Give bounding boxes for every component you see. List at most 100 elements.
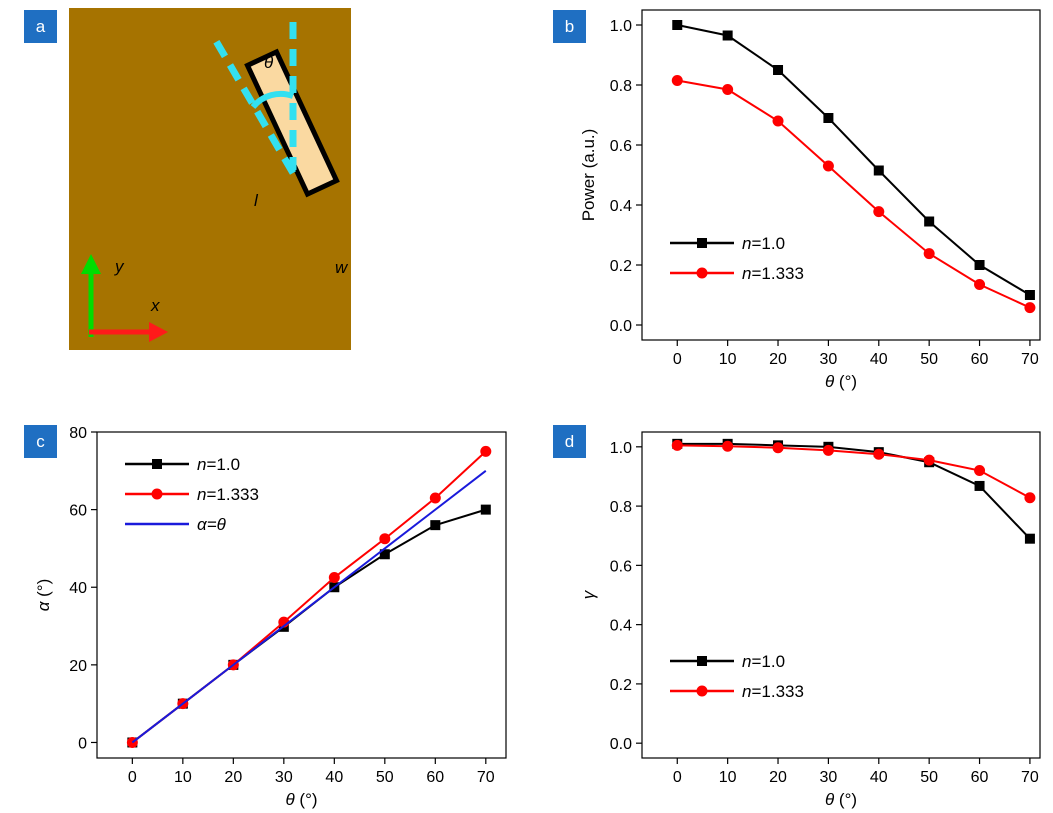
- legend-label: n=1.333: [742, 264, 804, 283]
- panel-b-label: b: [553, 10, 586, 43]
- y-tick-label: 80: [69, 425, 87, 442]
- series-line: [677, 444, 1031, 499]
- series-line: [677, 79, 1031, 309]
- legend-marker: [697, 238, 707, 248]
- data-point: [429, 492, 441, 504]
- x-tick-label: 40: [325, 769, 343, 786]
- y-tick-label: 40: [69, 580, 87, 597]
- legend-marker: [696, 685, 708, 697]
- plot-frame: [96, 431, 507, 759]
- legend-label: n=1.333: [197, 485, 259, 504]
- x-tick-label: 10: [719, 351, 737, 368]
- data-point: [1024, 290, 1035, 300]
- y-arrow-head: [81, 254, 101, 274]
- data-point: [671, 439, 683, 451]
- schematic-panel: θ l w y x: [69, 8, 351, 350]
- x-tick-label: 20: [769, 769, 787, 786]
- plot-frame: [641, 9, 1041, 341]
- y-tick-label: 0.6: [610, 558, 632, 575]
- data-point: [873, 165, 884, 176]
- data-point: [430, 520, 441, 531]
- theta-label: θ: [264, 53, 274, 72]
- y-tick-label: 1.0: [610, 18, 632, 35]
- y-tick-label: 0.6: [610, 138, 632, 155]
- data-point: [379, 533, 391, 545]
- data-point: [822, 444, 834, 456]
- legend-label: n=1.333: [742, 682, 804, 701]
- data-point: [873, 206, 885, 218]
- data-point: [974, 279, 986, 290]
- y-tick-label: 1.0: [610, 440, 632, 457]
- power-chart: 0 10 20 30 40 50 60 70 0.0 0.2 0.4 0.6 0.8 1.0 θ (°) Po…: [579, 9, 1041, 391]
- data-point: [924, 216, 935, 227]
- data-point: [923, 248, 935, 260]
- data-point: [480, 504, 491, 515]
- y-axis-title: α (°): [34, 579, 53, 612]
- x-tick-label: 10: [719, 769, 737, 786]
- x-tick-label: 70: [1021, 769, 1039, 786]
- series-line: [677, 24, 1031, 296]
- data-point: [671, 75, 683, 86]
- width-label: w: [335, 258, 349, 277]
- x-tick-label: 0: [128, 769, 137, 786]
- data-point: [823, 113, 834, 123]
- y-tick-label: 0.8: [610, 78, 632, 95]
- x-tick-label: 70: [477, 769, 495, 786]
- legend-label: n=1.0: [742, 652, 785, 671]
- panel-a-label: a: [24, 10, 57, 43]
- x-tick-label: 60: [426, 769, 444, 786]
- data-point: [1024, 533, 1035, 544]
- y-tick-label: 60: [69, 503, 87, 520]
- data-point: [328, 572, 340, 584]
- y-axis-title: Power (a.u.): [579, 129, 598, 222]
- data-point: [822, 160, 834, 172]
- y-tick-label: 0: [78, 735, 87, 752]
- length-label: l: [254, 191, 259, 210]
- gamma-chart: 0 10 20 30 40 50 60 70 0.0 0.2 0.4 0.6 0.8 1.0 θ (°) γ n…: [579, 431, 1041, 809]
- y-axis-label: y: [114, 257, 125, 276]
- x-axis-title: θ (°): [285, 790, 317, 809]
- y-axis-title: γ: [579, 589, 598, 599]
- x-arrow-head: [149, 322, 168, 342]
- x-axis-label: x: [150, 296, 160, 315]
- y-tick-label: 0.4: [610, 198, 632, 215]
- data-point: [772, 442, 784, 454]
- x-tick-label: 0: [673, 769, 682, 786]
- y-tick-label: 0.8: [610, 499, 632, 516]
- x-tick-label: 40: [870, 769, 888, 786]
- panel-d-label: d: [553, 425, 586, 458]
- y-tick-label: 0.2: [610, 677, 632, 694]
- legend-label: α=θ: [197, 515, 227, 534]
- data-point: [974, 480, 985, 491]
- panel-c-label: c: [24, 425, 57, 458]
- data-point: [974, 465, 986, 477]
- data-point: [722, 84, 734, 95]
- data-point: [772, 115, 784, 127]
- x-tick-label: 50: [376, 769, 394, 786]
- data-point: [1024, 492, 1036, 504]
- data-point: [974, 260, 985, 270]
- x-tick-label: 50: [920, 769, 938, 786]
- x-tick-label: 60: [971, 769, 989, 786]
- data-point: [923, 454, 935, 466]
- legend-marker: [152, 459, 162, 469]
- data-point: [480, 445, 492, 457]
- y-tick-label: 20: [69, 658, 87, 675]
- series-line: [131, 470, 487, 744]
- x-tick-label: 20: [224, 769, 242, 786]
- y-tick-label: 0.2: [610, 258, 632, 275]
- x-tick-label: 0: [673, 351, 682, 368]
- x-tick-label: 30: [820, 351, 838, 368]
- series-line: [677, 442, 1031, 540]
- x-tick-label: 60: [971, 351, 989, 368]
- legend-label: n=1.0: [197, 455, 240, 474]
- x-tick-label: 70: [1021, 351, 1039, 368]
- data-point: [1024, 302, 1036, 314]
- nanorod: [244, 48, 340, 198]
- y-tick-label: 0.0: [610, 736, 632, 753]
- data-point: [873, 448, 885, 460]
- x-tick-label: 30: [820, 769, 838, 786]
- x-axis-title: θ (°): [825, 790, 857, 809]
- x-tick-label: 50: [920, 351, 938, 368]
- y-tick-label: 0.0: [610, 318, 632, 335]
